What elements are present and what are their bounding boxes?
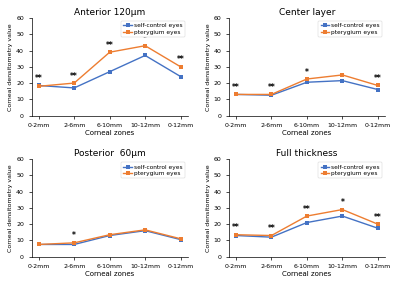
X-axis label: Corneal zones: Corneal zones — [85, 130, 134, 136]
Text: **: ** — [374, 74, 382, 83]
X-axis label: Corneal zones: Corneal zones — [282, 130, 332, 136]
Text: **: ** — [177, 55, 184, 64]
Legend: self-control eyes, pterygium eyes: self-control eyes, pterygium eyes — [318, 21, 382, 37]
Y-axis label: Corneal densitometry value: Corneal densitometry value — [206, 164, 210, 252]
Legend: self-control eyes, pterygium eyes: self-control eyes, pterygium eyes — [318, 162, 382, 178]
Text: **: ** — [374, 213, 382, 222]
Legend: self-control eyes, pterygium eyes: self-control eyes, pterygium eyes — [121, 21, 185, 37]
Title: Full thickness: Full thickness — [276, 149, 338, 158]
Text: **: ** — [232, 223, 240, 232]
Y-axis label: Corneal densitometry value: Corneal densitometry value — [206, 23, 210, 111]
Text: **: ** — [106, 41, 114, 50]
Text: *: * — [340, 198, 344, 207]
X-axis label: Corneal zones: Corneal zones — [85, 271, 134, 277]
Text: **: ** — [70, 72, 78, 81]
X-axis label: Corneal zones: Corneal zones — [282, 271, 332, 277]
Text: *: * — [143, 34, 147, 43]
Text: *: * — [305, 68, 309, 77]
Y-axis label: Corneal densitometry value: Corneal densitometry value — [8, 23, 13, 111]
Title: Anterior 120μm: Anterior 120μm — [74, 8, 145, 17]
Title: Center layer: Center layer — [279, 8, 335, 17]
Title: Posterior  60μm: Posterior 60μm — [74, 149, 146, 158]
Text: **: ** — [232, 83, 240, 92]
Y-axis label: Corneal densitometry value: Corneal densitometry value — [8, 164, 13, 252]
Legend: self-control eyes, pterygium eyes: self-control eyes, pterygium eyes — [121, 162, 185, 178]
Text: **: ** — [268, 83, 275, 92]
Text: *: * — [72, 231, 76, 241]
Text: **: ** — [35, 74, 42, 83]
Text: **: ** — [303, 205, 311, 214]
Text: **: ** — [268, 224, 275, 233]
